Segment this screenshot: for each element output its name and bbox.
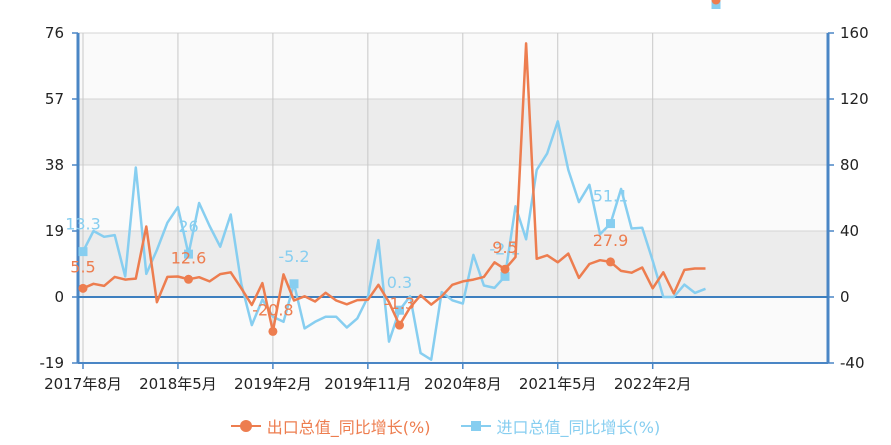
export-data-label: 5.5 bbox=[70, 257, 95, 276]
plot-band bbox=[78, 231, 828, 297]
import-data-label: 26 bbox=[178, 217, 198, 236]
legend-import-square-icon bbox=[460, 419, 491, 433]
y-left-tick-label: 38 bbox=[45, 156, 64, 174]
y-left-tick-label: 0 bbox=[54, 288, 64, 306]
legend-item-export[interactable]: 出口总值_同比增长(%) bbox=[230, 414, 431, 438]
chart-legend: 出口总值_同比增长(%) 进口总值_同比增长(%) bbox=[0, 414, 891, 438]
export-data-label: 27.9 bbox=[593, 231, 629, 250]
y-left-tick-label: 19 bbox=[45, 222, 64, 240]
plot-band bbox=[78, 165, 828, 231]
y-right-tick-label: 40 bbox=[840, 222, 859, 240]
export-data-label: 6.2 bbox=[703, 0, 728, 4]
y-left-tick-label: 76 bbox=[45, 24, 64, 42]
export-data-label: 9.5 bbox=[492, 238, 517, 257]
export-data-label: -20.8 bbox=[252, 300, 293, 319]
x-tick-label: 2019年2月 bbox=[234, 375, 312, 393]
x-tick-label: 2021年5月 bbox=[519, 375, 597, 393]
import-data-label: 51.1 bbox=[593, 187, 629, 206]
import-point-marker bbox=[395, 305, 404, 315]
export-data-label: -1.3 bbox=[384, 294, 415, 313]
y-right-tick-label: 160 bbox=[840, 24, 869, 42]
x-tick-label: 2018年5月 bbox=[139, 375, 217, 393]
import-point-marker bbox=[78, 247, 88, 257]
x-tick-label: 2022年2月 bbox=[614, 375, 692, 393]
export-point-marker bbox=[268, 326, 278, 336]
import-data-label: -2.1 bbox=[489, 239, 520, 258]
y-right-tick-label: 0 bbox=[840, 288, 850, 306]
y-right-tick-label: 80 bbox=[840, 156, 859, 174]
legend-export-label: 出口总值_同比增长(%) bbox=[266, 418, 431, 437]
export-point-marker bbox=[606, 257, 615, 267]
export-point-marker bbox=[395, 320, 404, 330]
legend-export-circle-icon bbox=[230, 419, 261, 433]
import-point-marker bbox=[500, 271, 510, 281]
legend-item-import[interactable]: 进口总值_同比增长(%) bbox=[460, 414, 661, 438]
export-point-marker bbox=[184, 274, 193, 284]
legend-import-label: 进口总值_同比增长(%) bbox=[496, 418, 661, 437]
export-point-marker bbox=[711, 0, 721, 5]
import-data-label: 0.3 bbox=[387, 273, 412, 292]
import-point-marker bbox=[606, 219, 615, 229]
import-point-marker bbox=[289, 279, 299, 289]
y-left-tick-label: -19 bbox=[40, 354, 65, 372]
y-right-tick-label: 120 bbox=[840, 90, 869, 108]
plot-band bbox=[78, 297, 828, 363]
plot-band bbox=[78, 33, 828, 99]
x-tick-label: 2019年11月 bbox=[324, 375, 411, 393]
import-series-line bbox=[81, 120, 706, 361]
plot-band bbox=[78, 99, 828, 165]
export-data-label: 12.6 bbox=[171, 248, 207, 267]
import-point-marker bbox=[184, 249, 193, 259]
y-left-tick-label: 57 bbox=[45, 90, 64, 108]
import-data-label: 13.3 bbox=[65, 215, 101, 234]
export-point-marker bbox=[500, 264, 510, 274]
x-tick-label: 2017年8月 bbox=[44, 375, 122, 393]
import-data-label: -5.2 bbox=[278, 247, 309, 266]
y-right-tick-label: -40 bbox=[840, 354, 865, 372]
x-tick-label: 2020年8月 bbox=[424, 375, 502, 393]
export-point-marker bbox=[78, 283, 88, 293]
